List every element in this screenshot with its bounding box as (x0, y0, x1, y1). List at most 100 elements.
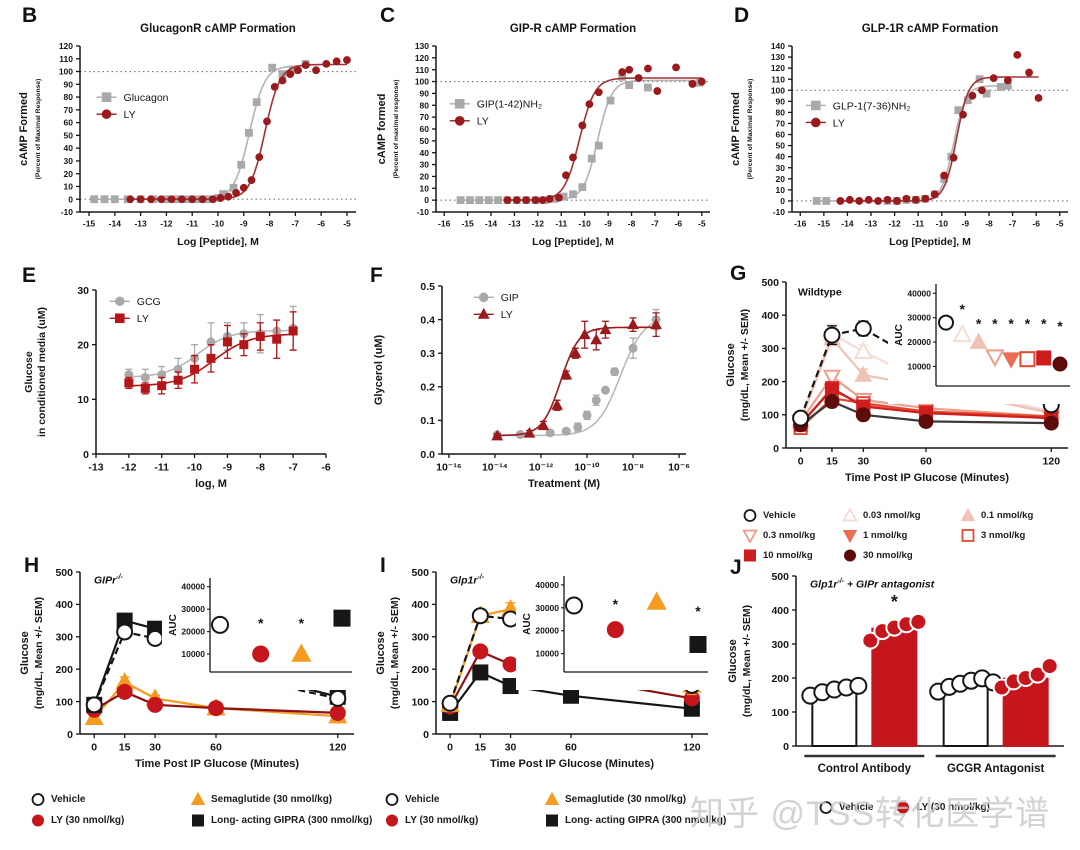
svg-text:500: 500 (761, 277, 779, 289)
svg-text:(Percent of Maximal Response): (Percent of Maximal Response) (747, 79, 754, 180)
circle-icon (32, 814, 44, 827)
legend-label: Vehicle (51, 794, 86, 805)
svg-text:500: 500 (771, 571, 789, 583)
inplot-legend-item: GLP-1(7-36)NH₂ (805, 100, 911, 112)
panel-D-chart: -100102030405060708090100110120130140-16… (730, 23, 1068, 248)
svg-text:GIP: GIP (501, 292, 519, 304)
svg-text:10: 10 (77, 394, 89, 406)
svg-text:100: 100 (771, 707, 789, 719)
legend-label: 1 nmol/kg (863, 530, 908, 541)
svg-text:200: 200 (761, 376, 779, 388)
svg-text:Glucose: Glucose (727, 639, 739, 682)
panel-letter: B (22, 4, 38, 27)
svg-text:-5: -5 (698, 219, 706, 229)
legend-item: Long- acting GIPRA (300 nmol/kg) (544, 813, 726, 828)
svg-text:-15: -15 (461, 219, 474, 229)
triangle-icon (960, 508, 976, 521)
svg-text:120: 120 (1043, 456, 1061, 468)
svg-text:20: 20 (77, 339, 89, 351)
svg-text:0: 0 (447, 742, 453, 754)
svg-text:60: 60 (920, 456, 932, 468)
svg-text:Time Post IP Glucose (Minutes): Time Post IP Glucose (Minutes) (135, 758, 299, 770)
svg-text:400: 400 (411, 599, 429, 611)
svg-text:30000: 30000 (907, 313, 931, 323)
series-glp-1-7-36-nh2 (812, 75, 1012, 205)
svg-text:40000: 40000 (181, 582, 205, 592)
svg-text:Log [Peptide], M: Log [Peptide], M (177, 236, 259, 248)
panel-F-chart: 0.0 0.1 0.2 0.3 0.4 0.5 10⁻¹⁶ 10⁻¹⁴ 10⁻¹² 10⁻¹⁰ 10… (373, 281, 690, 490)
svg-text:400: 400 (761, 310, 779, 322)
series-ly (124, 311, 298, 395)
svg-text:-11: -11 (186, 219, 198, 229)
bar-group-label: GCGR Antagonist (947, 763, 1044, 775)
svg-text:GLP-1(7-36)NH₂: GLP-1(7-36)NH₂ (833, 100, 911, 112)
svg-text:10000: 10000 (907, 361, 931, 371)
svg-text:300: 300 (55, 632, 73, 644)
panel-title: GLP-1R cAMP Formation (862, 23, 999, 35)
svg-text:-11: -11 (555, 219, 567, 229)
legend-label: Long- acting GIPRA (300 nmol/kg) (565, 815, 727, 826)
legend-label: Vehicle (405, 794, 440, 805)
panel-letter: D (734, 4, 750, 27)
svg-text:400: 400 (771, 605, 789, 617)
svg-text:-8: -8 (266, 219, 274, 229)
svg-text:120: 120 (415, 53, 429, 63)
legend-label: Vehicle (763, 510, 796, 521)
svg-text:-9: -9 (223, 462, 232, 474)
panel-letter: H (24, 554, 40, 577)
svg-text:100: 100 (761, 410, 779, 422)
genotype-label: Wildtype (798, 286, 842, 299)
svg-text:20: 20 (64, 169, 74, 179)
svg-text:0: 0 (68, 194, 73, 204)
series-ly (836, 50, 1043, 205)
circle-icon (385, 793, 399, 806)
svg-text:-8: -8 (256, 462, 265, 474)
legend-item: 0.03 nmol/kg (842, 508, 960, 523)
panel-letter: J (730, 556, 742, 579)
panel-E-chart: 0 10 20 30 -13 -12 -11 -10 -9 -8 -7 -6 log, M Glucose… (23, 285, 331, 490)
svg-text:-15: -15 (83, 219, 96, 229)
circle-icon (844, 549, 856, 562)
svg-text:20: 20 (420, 171, 430, 181)
svg-text:cAMP Formed: cAMP Formed (18, 92, 30, 166)
legend-label: LY (30 nmol/kg) (405, 815, 479, 826)
svg-text:Log [Peptide], M: Log [Peptide], M (532, 236, 614, 248)
circle-icon (819, 801, 833, 814)
panel-title: GIP-R cAMP Formation (510, 23, 636, 35)
svg-text:100: 100 (411, 696, 429, 708)
svg-text:10: 10 (420, 183, 430, 193)
svg-text:cAMP formed: cAMP formed (376, 94, 388, 165)
svg-text:0: 0 (773, 443, 779, 455)
inplot-legend-item: Glucagon (96, 92, 169, 104)
svg-text:(Percent of Maximal Response): (Percent of Maximal Response) (35, 79, 42, 180)
svg-text:30: 30 (776, 163, 786, 173)
svg-text:130: 130 (415, 41, 429, 51)
svg-text:-6: -6 (321, 462, 330, 474)
circle-icon (897, 801, 910, 814)
series-ly (491, 312, 662, 441)
svg-text:-12: -12 (160, 219, 173, 229)
svg-text:*: * (613, 596, 619, 612)
svg-text:200: 200 (771, 673, 789, 685)
legend-item: LY (30 nmol/kg) (895, 800, 990, 815)
svg-text:100: 100 (771, 85, 785, 95)
inplot-legend-item: GIP (473, 292, 519, 304)
series-ly (126, 56, 351, 204)
legend-item: 0.1 nmol/kg (960, 508, 1070, 523)
svg-text:*: * (960, 301, 966, 317)
panel-B-chart: -10 0 10 20 30 40 50 60 70 80 90 100 110 120 -15 -14 -13… (18, 23, 356, 248)
inplot-legend-item: LY (805, 117, 845, 129)
svg-text:-16: -16 (794, 219, 807, 229)
svg-text:-8: -8 (985, 219, 993, 229)
legend-label: Vehicle (839, 802, 874, 813)
legend-label: LY (30 nmol/kg) (51, 815, 125, 826)
legend-item: LY (30 nmol/kg) (30, 813, 190, 828)
inplot-legend-item: LY (449, 116, 489, 128)
triangle-icon (190, 792, 206, 805)
svg-text:100: 100 (59, 67, 73, 77)
svg-text:130: 130 (771, 52, 785, 62)
triangle-icon (842, 508, 858, 522)
svg-text:-7: -7 (288, 462, 297, 474)
svg-text:10⁻⁸: 10⁻⁸ (622, 462, 644, 474)
legend-item: Vehicle (384, 792, 544, 807)
